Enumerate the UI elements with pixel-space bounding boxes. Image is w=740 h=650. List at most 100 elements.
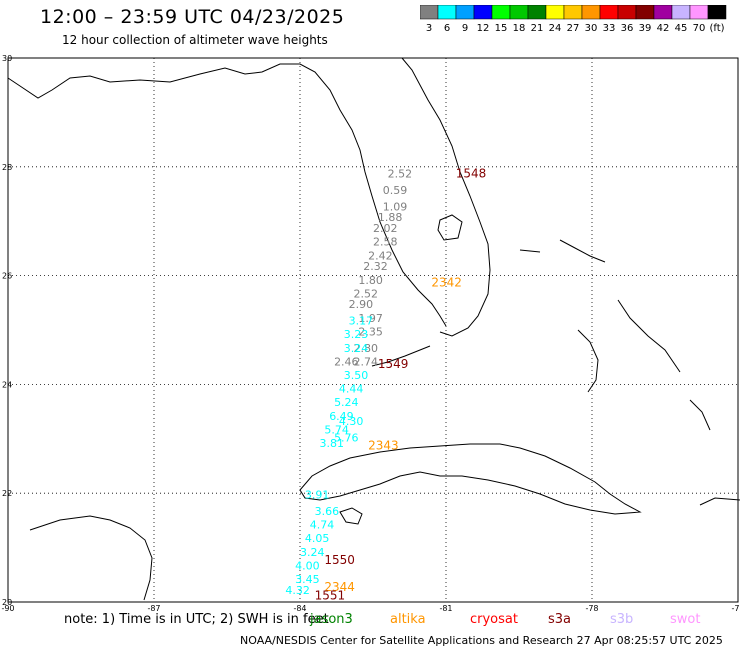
- wave-height-observation: 5.24: [334, 396, 359, 409]
- color-level-label: 42: [657, 23, 670, 34]
- color-level-label: 33: [603, 23, 616, 34]
- color-level-label: 70: [693, 23, 706, 34]
- map-subtitle: 12 hour collection of altimeter wave hei…: [62, 33, 328, 47]
- lake-okeechobee: [437, 214, 463, 241]
- legend-item-altika: altika: [390, 612, 426, 627]
- wave-height-observation: 1.80: [358, 274, 383, 287]
- pass-number-label: 2344: [324, 580, 355, 594]
- color-level-label: 21: [531, 23, 544, 34]
- florida-keys: [371, 345, 431, 367]
- legend-item-swot: swot: [670, 612, 701, 627]
- color-swatch: [707, 5, 727, 20]
- pass-number-label: 1550: [324, 553, 355, 567]
- wave-height-observation: 2.90: [349, 298, 374, 311]
- pass-number-label: 1549: [378, 357, 409, 371]
- color-level-label: 18: [513, 23, 526, 34]
- lon-tick-label: -87: [147, 604, 160, 612]
- wave-height-observation: 2.80: [354, 342, 379, 355]
- color-level-label: 15: [495, 23, 508, 34]
- legend-item-s3a: s3a: [548, 612, 572, 627]
- pass-number-label: 1548: [456, 167, 487, 181]
- color-level-label: 6: [444, 23, 450, 34]
- wave-height-observation: 3.24: [300, 546, 325, 559]
- color-level-label: 9: [462, 23, 468, 34]
- lat-tick-label: 28: [2, 163, 12, 172]
- color-level-label: 30: [585, 23, 598, 34]
- wave-height-observation: 4.00: [295, 559, 320, 572]
- color-level-label: 27: [567, 23, 580, 34]
- lat-tick-label: 24: [2, 380, 12, 389]
- lon-tick-label: -78: [585, 604, 598, 612]
- coastline-florida-east: [401, 57, 491, 337]
- wave-height-observation: 5.74: [324, 423, 349, 436]
- wave-height-observation: 2.52: [388, 168, 413, 181]
- bahamas-andros: [577, 329, 599, 393]
- lat-tick-label: 22: [2, 489, 12, 498]
- lon-tick-label: -90: [1, 604, 14, 612]
- wave-height-observation: 3.91: [305, 489, 330, 502]
- wave-height-observation: 4.74: [310, 519, 335, 532]
- wave-height-observation: 5.76: [334, 432, 359, 445]
- pass-number-label: 2343: [368, 439, 399, 453]
- bahamas-long-island: [689, 399, 711, 431]
- bahamas-grand: [519, 249, 541, 253]
- credits: NOAA/NESDIS Center for Satellite Applica…: [240, 634, 723, 647]
- map-title: 12:00 – 23:59 UTC 04/23/2025: [40, 6, 345, 28]
- wave-height-observation: 3.24: [344, 342, 369, 355]
- color-level-label: 3: [426, 23, 432, 34]
- color-unit-label: (ft): [709, 23, 724, 34]
- wave-height-observation: 3.81: [319, 437, 344, 450]
- pass-number-label: 2342: [431, 275, 462, 289]
- coastline-hispaniola: [699, 497, 740, 506]
- bahamas-abaco: [559, 239, 606, 263]
- lat-tick-label: 30: [2, 54, 12, 63]
- wave-height-observation: 4.32: [285, 584, 310, 597]
- wave-height-observation: 3.50: [344, 369, 369, 382]
- color-level-label: 12: [477, 23, 490, 34]
- coastline-yucatan: [29, 515, 153, 601]
- footer-note: note: 1) Time is in UTC; 2) SWH is in fe…: [64, 612, 329, 627]
- wave-height-observation: 2.42: [368, 249, 393, 262]
- color-level-label: 45: [675, 23, 688, 34]
- axis-tick-labels: -90 -87 -84 -81 -78 -75 20 22 24 26 28 30: [1, 54, 740, 612]
- legend-item-cryosat: cryosat: [470, 612, 518, 627]
- color-level-label: 24: [549, 23, 562, 34]
- coastline: [7, 57, 740, 601]
- wave-height-observation: 3.17: [349, 315, 374, 328]
- graticule: [7, 57, 739, 603]
- bahamas-eleuthera: [617, 299, 681, 373]
- wave-height-observation: 4.05: [305, 532, 330, 545]
- wave-height-observation: 3.66: [315, 505, 340, 518]
- observation-labels: 2.520.591.091.882.022.582.422.321.802.52…: [285, 168, 412, 597]
- wave-height-observation: 2.02: [373, 222, 398, 235]
- wave-height-observation: 2.52: [354, 287, 379, 300]
- wave-height-observation: 3.45: [295, 573, 320, 586]
- wave-height-observation: 1.97: [358, 312, 383, 325]
- lon-tick-label: -75: [731, 604, 740, 612]
- wave-height-observation: 3.23: [344, 328, 369, 341]
- color-scale-legend: 3 6 9 12 15 18 21 24 27 30 33 36 39 42 45 70 (ft): [420, 5, 727, 34]
- wave-height-observation: 2.35: [358, 325, 383, 338]
- isla-de-la-juventud: [339, 507, 363, 525]
- wave-height-observation: 2.46: [334, 355, 359, 368]
- wave-height-observation: 6.49: [329, 410, 354, 423]
- lat-tick-label: 20: [2, 598, 12, 607]
- lon-tick-label: -84: [293, 604, 306, 612]
- lat-tick-label: 26: [2, 272, 12, 281]
- wave-height-observation: 0.59: [383, 184, 408, 197]
- lon-tick-label: -81: [439, 604, 452, 612]
- wave-height-observation: 1.88: [378, 211, 403, 224]
- pass-number-label: 1551: [315, 588, 346, 602]
- color-level-label: 39: [639, 23, 652, 34]
- color-level-label: 36: [621, 23, 634, 34]
- coastline-cuba: [299, 443, 642, 515]
- legend-item-s3b: s3b: [610, 612, 634, 627]
- wave-height-observation: 1.09: [383, 200, 408, 213]
- wave-height-observation: 2.32: [363, 260, 388, 273]
- coastline-gulf-north: [7, 63, 447, 327]
- wave-height-observation: 4.44: [339, 383, 364, 396]
- wave-height-observation: 2.58: [373, 236, 398, 249]
- legend-item-jason3: jason3: [310, 612, 353, 627]
- wave-height-observation: 4.30: [339, 415, 364, 428]
